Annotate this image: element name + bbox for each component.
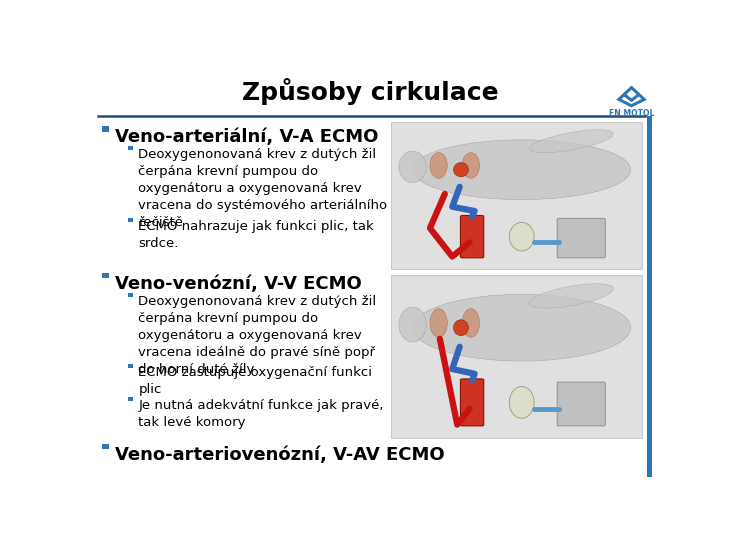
- Ellipse shape: [463, 153, 480, 178]
- Ellipse shape: [454, 320, 468, 336]
- Ellipse shape: [463, 309, 480, 337]
- Ellipse shape: [510, 222, 534, 251]
- Ellipse shape: [454, 162, 468, 177]
- Text: ECMO zastupuje oxygenační funkci
plic: ECMO zastupuje oxygenační funkci plic: [138, 366, 372, 396]
- Bar: [128, 293, 133, 296]
- Bar: [128, 364, 133, 368]
- Bar: [102, 273, 110, 278]
- Ellipse shape: [413, 294, 631, 361]
- Ellipse shape: [529, 284, 613, 308]
- FancyBboxPatch shape: [557, 218, 605, 258]
- Text: Způsoby cirkulace: Způsoby cirkulace: [242, 78, 499, 105]
- Text: Deoxygenonovaná krev z dutých žil
čerpána krevní pumpou do
oxygenátoru a oxygeno: Deoxygenonovaná krev z dutých žil čerpán…: [138, 295, 377, 376]
- FancyBboxPatch shape: [460, 215, 483, 258]
- Ellipse shape: [430, 153, 448, 178]
- Bar: [102, 126, 110, 131]
- Bar: [391, 122, 642, 269]
- Text: Veno-arteriální, V-A ECMO: Veno-arteriální, V-A ECMO: [115, 128, 378, 146]
- Text: Je nutná adekvátní funkce jak pravé,
tak levé komory: Je nutná adekvátní funkce jak pravé, tak…: [138, 399, 384, 429]
- Ellipse shape: [399, 307, 426, 342]
- Text: FN MOTOL: FN MOTOL: [609, 109, 654, 118]
- Ellipse shape: [430, 309, 448, 337]
- Ellipse shape: [529, 130, 613, 153]
- Text: ECMO nahrazuje jak funkci plic, tak
srdce.: ECMO nahrazuje jak funkci plic, tak srdc…: [138, 220, 374, 249]
- Text: Veno-arteriovenózní, V-AV ECMO: Veno-arteriovenózní, V-AV ECMO: [115, 446, 445, 464]
- Bar: [128, 218, 133, 221]
- Text: Veno-venózní, V-V ECMO: Veno-venózní, V-V ECMO: [115, 275, 362, 293]
- FancyBboxPatch shape: [557, 382, 605, 426]
- Text: Deoxygenonovaná krev z dutých žil
čerpána krevní pumpou do
oxygenátoru a oxygeno: Deoxygenonovaná krev z dutých žil čerpán…: [138, 148, 387, 229]
- Bar: [128, 146, 133, 150]
- Ellipse shape: [399, 151, 426, 183]
- Ellipse shape: [510, 386, 534, 418]
- Bar: [391, 275, 642, 438]
- Bar: [647, 116, 652, 477]
- FancyBboxPatch shape: [460, 379, 483, 426]
- Ellipse shape: [413, 140, 631, 199]
- Bar: [102, 444, 110, 449]
- Bar: [128, 397, 133, 401]
